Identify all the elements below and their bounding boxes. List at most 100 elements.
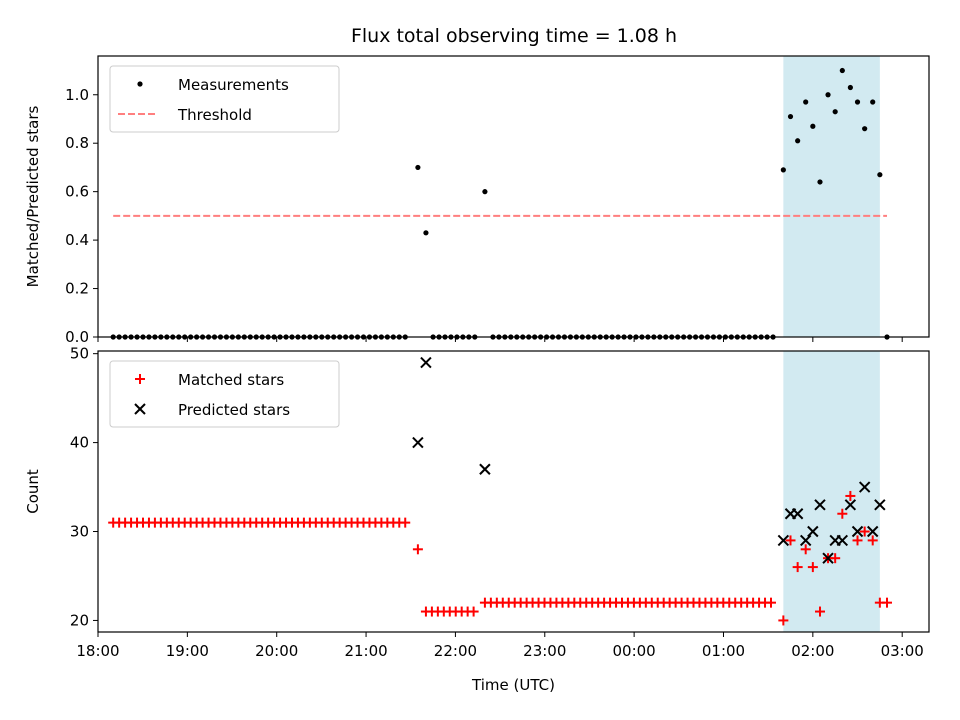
y-tick-label: 0.2 (65, 280, 89, 298)
x-tick-label: 01:00 (702, 642, 745, 660)
data-point (836, 534, 849, 547)
data-point (832, 109, 838, 115)
y-tick-label: 50 (70, 345, 89, 363)
data-point (837, 508, 848, 519)
highlight-span (783, 56, 880, 337)
data-point (765, 597, 776, 608)
data-point (825, 92, 831, 98)
data-point (400, 517, 411, 528)
data-point (851, 525, 864, 538)
data-point (814, 606, 825, 617)
y-tick-label: 0.6 (65, 183, 89, 201)
data-point (799, 534, 812, 547)
x-b (874, 499, 886, 511)
x-tick-label: 00:00 (613, 642, 656, 660)
plot-frame (97, 350, 930, 633)
x-b (799, 534, 812, 547)
data-point (845, 490, 856, 501)
bottom-panel-count: 20 30 40 50 18:00 19:00 20:00 21:00 22:00 23:00 00… (24, 345, 930, 694)
data-point (847, 84, 853, 91)
x-b (858, 481, 871, 493)
chart-title: Flux total observing time = 1.08 h (351, 25, 677, 47)
x-tick-label: 20:00 (255, 642, 298, 660)
x-b (814, 499, 826, 511)
data-point (795, 138, 801, 144)
series-predicted-stars (412, 356, 886, 564)
x-b (836, 534, 849, 547)
plot-frame (97, 55, 930, 338)
data-point (412, 436, 424, 449)
x-b (851, 525, 864, 538)
x-b (420, 356, 432, 369)
legend-label: Matched stars (178, 371, 284, 389)
data-point (800, 544, 811, 555)
data-point (415, 164, 421, 171)
y-axis-label: Matched/Predicted stars (24, 106, 42, 288)
data-point (791, 508, 804, 520)
data-point (479, 463, 491, 475)
x-b (777, 534, 790, 547)
y-tick-label: 0.8 (65, 134, 89, 152)
legend-marker-dot (137, 81, 143, 87)
legend-label: Threshold (177, 106, 252, 124)
y-tick-label: 1.0 (65, 86, 89, 104)
data-point (874, 499, 886, 511)
data-point (844, 499, 857, 511)
data-point (780, 167, 786, 173)
data-point (852, 535, 863, 546)
data-point (777, 534, 790, 547)
y-tick-label: 30 (70, 523, 89, 541)
y-tick-label: 20 (70, 611, 89, 629)
x-b (412, 436, 424, 449)
x-b (807, 525, 819, 538)
data-point (817, 179, 823, 185)
x-b (479, 463, 491, 475)
data-point (866, 525, 879, 538)
legend-box (109, 360, 340, 428)
data-point (867, 535, 878, 546)
data-point (858, 481, 871, 493)
data-point (877, 172, 883, 178)
data-point (839, 67, 845, 74)
data-point (814, 499, 826, 511)
data-point (807, 525, 819, 538)
data-point (854, 99, 861, 105)
legend-label: Measurements (178, 76, 289, 94)
x-b (822, 552, 834, 564)
y-tick-label: 40 (70, 434, 89, 452)
data-point (412, 544, 423, 555)
y-tick-label: 0.4 (65, 231, 89, 249)
series-matched-stars (108, 490, 893, 626)
x-tick-label: 18:00 (76, 642, 119, 660)
legend-marker-x (134, 403, 146, 415)
data-point (830, 553, 841, 564)
y-tick-label: 0.0 (65, 328, 89, 346)
data-point (792, 562, 803, 573)
data-point (785, 535, 796, 546)
legend: Matched stars Predicted stars (109, 360, 340, 428)
y-axis-label: Count (24, 469, 42, 514)
data-point (787, 113, 794, 120)
top-panel-ratio: 0.0 0.2 0.4 0.6 0.8 1.0 Matched/Predicted star… (24, 55, 930, 346)
x-tick-label: 19:00 (166, 642, 209, 660)
x-axis-label: Time (UTC) (471, 676, 555, 694)
data-point (810, 123, 816, 129)
x-tick-label: 22:00 (434, 642, 477, 660)
data-point (482, 189, 488, 195)
x-b (844, 499, 857, 511)
x-b (866, 525, 879, 538)
x-tick-label: 23:00 (523, 642, 566, 660)
data-point (882, 597, 893, 608)
legend: Measurements Threshold (109, 65, 340, 133)
data-point (778, 615, 789, 626)
highlight-span (783, 351, 880, 632)
data-point (803, 99, 809, 105)
legend-label: Predicted stars (178, 401, 290, 419)
x-tick-label: 02:00 (791, 642, 834, 660)
data-point (420, 356, 432, 369)
legend-box (109, 65, 340, 133)
data-point (423, 230, 429, 236)
x-b (791, 508, 804, 520)
data-point (870, 99, 876, 105)
